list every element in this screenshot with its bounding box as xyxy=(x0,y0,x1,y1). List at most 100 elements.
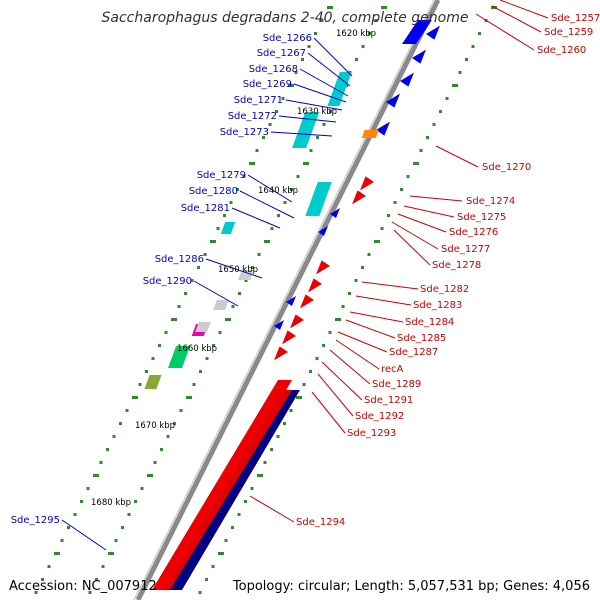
tick-mark xyxy=(367,253,371,256)
gene-label-sde-1286[interactable]: Sde_1286 xyxy=(155,254,204,265)
tick-mark xyxy=(302,383,306,386)
leader-line xyxy=(491,5,542,33)
leader-line xyxy=(329,349,371,385)
tick-mark xyxy=(249,162,255,165)
tick-mark xyxy=(125,409,129,412)
tick-mark xyxy=(158,344,161,347)
kbp-label-1620: 1620 kbp xyxy=(336,29,376,39)
gene-label-reca[interactable]: recA xyxy=(381,364,404,375)
tick-mark xyxy=(151,357,155,360)
tick-mark xyxy=(54,552,60,555)
gene-label-sde-1274[interactable]: Sde_1274 xyxy=(466,196,515,207)
gene-label-sde-1283[interactable]: Sde_1283 xyxy=(413,300,462,311)
tick-mark xyxy=(223,214,226,217)
tick-mark xyxy=(88,591,92,594)
reverse-gene-arrow xyxy=(300,294,314,309)
forward-gene-labels: Sde_1266 Sde_1267 Sde_1268 Sde_1269 Sde_… xyxy=(11,33,312,526)
gene-label-sde-1270[interactable]: Sde_1270 xyxy=(482,162,531,173)
tick-mark xyxy=(251,266,254,269)
tick-mark xyxy=(225,318,231,321)
tick-mark xyxy=(238,292,241,295)
gene-label-sde-1284[interactable]: Sde_1284 xyxy=(405,317,454,328)
tick-mark xyxy=(231,526,234,529)
tick-mark xyxy=(34,591,38,594)
gene-grey-block xyxy=(213,300,229,310)
tick-mark xyxy=(374,240,380,243)
tick-mark xyxy=(93,474,99,477)
gene-label-sde-1268[interactable]: Sde_1268 xyxy=(249,64,298,75)
reverse-gene-arrow xyxy=(352,190,366,205)
tick-mark xyxy=(296,175,300,178)
kbp-label-1630: 1630 kbp xyxy=(297,107,337,117)
gene-label-sde-1260[interactable]: Sde_1260 xyxy=(537,45,586,56)
gene-label-sde-1257[interactable]: Sde_1257 xyxy=(551,13,600,24)
kbp-label-1660: 1660 kbp xyxy=(177,344,217,354)
forward-gene-arrow xyxy=(274,320,284,330)
tick-mark xyxy=(138,383,142,386)
gene-label-sde-1271[interactable]: Sde_1271 xyxy=(234,95,283,106)
gene-label-sde-1280[interactable]: Sde_1280 xyxy=(189,186,238,197)
leader-line xyxy=(317,373,354,417)
tick-mark xyxy=(368,32,371,35)
tick-mark xyxy=(281,97,285,100)
gene-label-sde-1291[interactable]: Sde_1291 xyxy=(364,395,413,406)
leader-line xyxy=(299,68,349,97)
gene-label-sde-1287[interactable]: Sde_1287 xyxy=(389,347,438,358)
gene-label-sde-1272[interactable]: Sde_1272 xyxy=(228,111,277,122)
tick-mark xyxy=(132,396,138,399)
gene-label-sde-1290[interactable]: Sde_1290 xyxy=(143,276,192,287)
forward-gene-arrow xyxy=(412,49,426,64)
leader-line xyxy=(393,229,431,266)
tick-mark xyxy=(283,422,286,425)
gene-label-sde-1273[interactable]: Sde_1273 xyxy=(220,127,269,138)
accession-text: Accession: NC_007912 xyxy=(9,579,157,594)
gene-label-sde-1281[interactable]: Sde_1281 xyxy=(181,203,230,214)
gene-label-sde-1294[interactable]: Sde_1294 xyxy=(296,517,345,528)
leader-line xyxy=(475,13,535,51)
tick-mark xyxy=(264,240,270,243)
cds-block xyxy=(220,222,236,234)
leader-line xyxy=(403,205,455,218)
tick-mark xyxy=(309,149,313,152)
genome-summary-text: Topology: circular; Length: 5,057,531 bp… xyxy=(232,579,590,594)
gene-label-sde-1259[interactable]: Sde_1259 xyxy=(544,27,593,38)
tick-mark xyxy=(419,149,423,152)
forward-gene-arrow xyxy=(386,93,400,108)
tick-mark xyxy=(426,136,429,139)
tick-mark xyxy=(236,188,239,191)
gene-label-sde-1276[interactable]: Sde_1276 xyxy=(449,227,498,238)
tick-mark xyxy=(242,175,246,178)
tick-mark xyxy=(99,461,103,464)
gene-label-sde-1279[interactable]: Sde_1279 xyxy=(197,170,246,181)
tick-mark xyxy=(320,19,324,22)
gene-label-sde-1269[interactable]: Sde_1269 xyxy=(243,79,292,90)
tick-mark xyxy=(73,513,77,516)
tick-mark xyxy=(465,58,468,61)
tick-mark xyxy=(106,448,109,451)
gene-label-sde-1267[interactable]: Sde_1267 xyxy=(257,48,306,59)
tick-mark xyxy=(80,500,83,503)
gene-label-sde-1277[interactable]: Sde_1277 xyxy=(441,244,490,255)
tick-mark xyxy=(361,266,364,269)
gene-label-sde-1293[interactable]: Sde_1293 xyxy=(347,428,396,439)
gene-label-sde-1282[interactable]: Sde_1282 xyxy=(420,284,469,295)
tick-mark xyxy=(257,253,261,256)
gene-label-sde-1292[interactable]: Sde_1292 xyxy=(355,411,404,422)
gene-sde-1293 xyxy=(144,375,162,389)
gene-label-sde-1289[interactable]: Sde_1289 xyxy=(372,379,421,390)
leader-line xyxy=(285,99,343,111)
tick-mark xyxy=(164,331,168,334)
tick-mark xyxy=(147,474,153,477)
leader-line xyxy=(499,0,549,19)
tick-mark xyxy=(270,227,274,230)
gene-label-sde-1295[interactable]: Sde_1295 xyxy=(11,515,60,526)
gene-label-sde-1278[interactable]: Sde_1278 xyxy=(432,260,481,271)
leader-line xyxy=(337,331,388,353)
gene-label-sde-1266[interactable]: Sde_1266 xyxy=(263,33,312,44)
tick-mark xyxy=(255,149,259,152)
gene-label-sde-1285[interactable]: Sde_1285 xyxy=(397,333,446,344)
tick-mark xyxy=(199,370,202,373)
leader-line xyxy=(335,339,380,370)
gene-label-sde-1275[interactable]: Sde_1275 xyxy=(457,212,506,223)
leader-line xyxy=(231,207,281,229)
